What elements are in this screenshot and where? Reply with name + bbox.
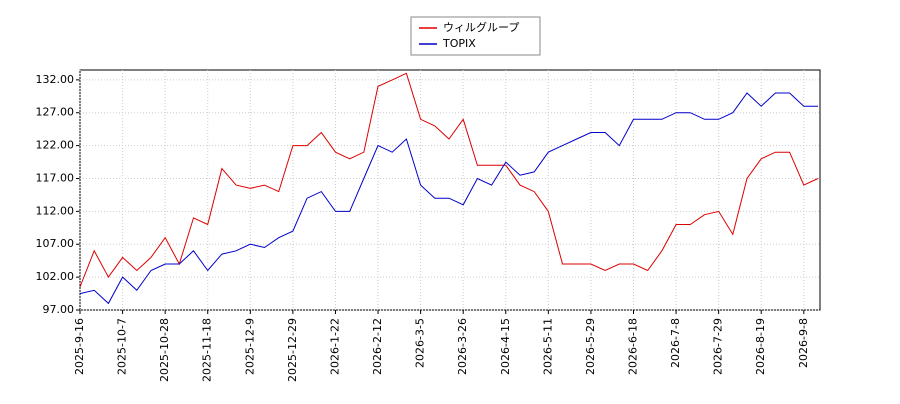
- x-tick-label: 2026-4-15: [499, 318, 512, 375]
- y-tick-label: 107.00: [36, 237, 75, 250]
- legend-box: [410, 16, 541, 56]
- x-tick-label: 2025-11-18: [201, 318, 214, 382]
- y-tick-label: 117.00: [36, 171, 75, 184]
- x-tick-label: 2025-12-9: [243, 318, 256, 375]
- x-tick-label: 2026-3-26: [456, 318, 469, 375]
- legend-label: TOPIX: [442, 37, 476, 50]
- y-tick-label: 122.00: [36, 139, 75, 152]
- x-tick-label: 2026-6-18: [627, 318, 640, 375]
- x-tick-label: 2025-9-16: [73, 318, 86, 375]
- series-line: [79, 92, 818, 305]
- x-tick-label: 2026-5-29: [584, 318, 597, 375]
- plot-frame: [79, 69, 821, 311]
- x-tick-label: 2026-7-8: [669, 318, 682, 368]
- series-line: [79, 72, 819, 288]
- x-tick-label: 2025-12-29: [286, 318, 299, 382]
- x-tick-label: 2026-7-29: [712, 318, 725, 375]
- x-tick-label: 2026-9-8: [797, 318, 810, 368]
- x-tick-label: 2026-2-12: [371, 318, 384, 375]
- y-tick-label: 112.00: [36, 204, 75, 217]
- x-tick-label: 2026-8-19: [754, 318, 767, 375]
- x-tick-label: 2026-1-22: [328, 318, 341, 375]
- x-tick-label: 2025-10-28: [158, 318, 171, 382]
- y-tick-label: 132.00: [36, 73, 75, 86]
- x-tick-label: 2026-5-11: [541, 318, 554, 375]
- y-tick-label: 97.00: [43, 303, 75, 316]
- legend-label: ウィルグループ: [443, 20, 519, 34]
- x-tick-label: 2026-3-5: [414, 318, 427, 368]
- legend: ウィルグループ TOPIX: [410, 16, 541, 56]
- y-tick-label: 127.00: [36, 106, 75, 119]
- y-tick-label: 102.00: [36, 270, 75, 283]
- x-tick-label: 2025-10-7: [116, 318, 129, 375]
